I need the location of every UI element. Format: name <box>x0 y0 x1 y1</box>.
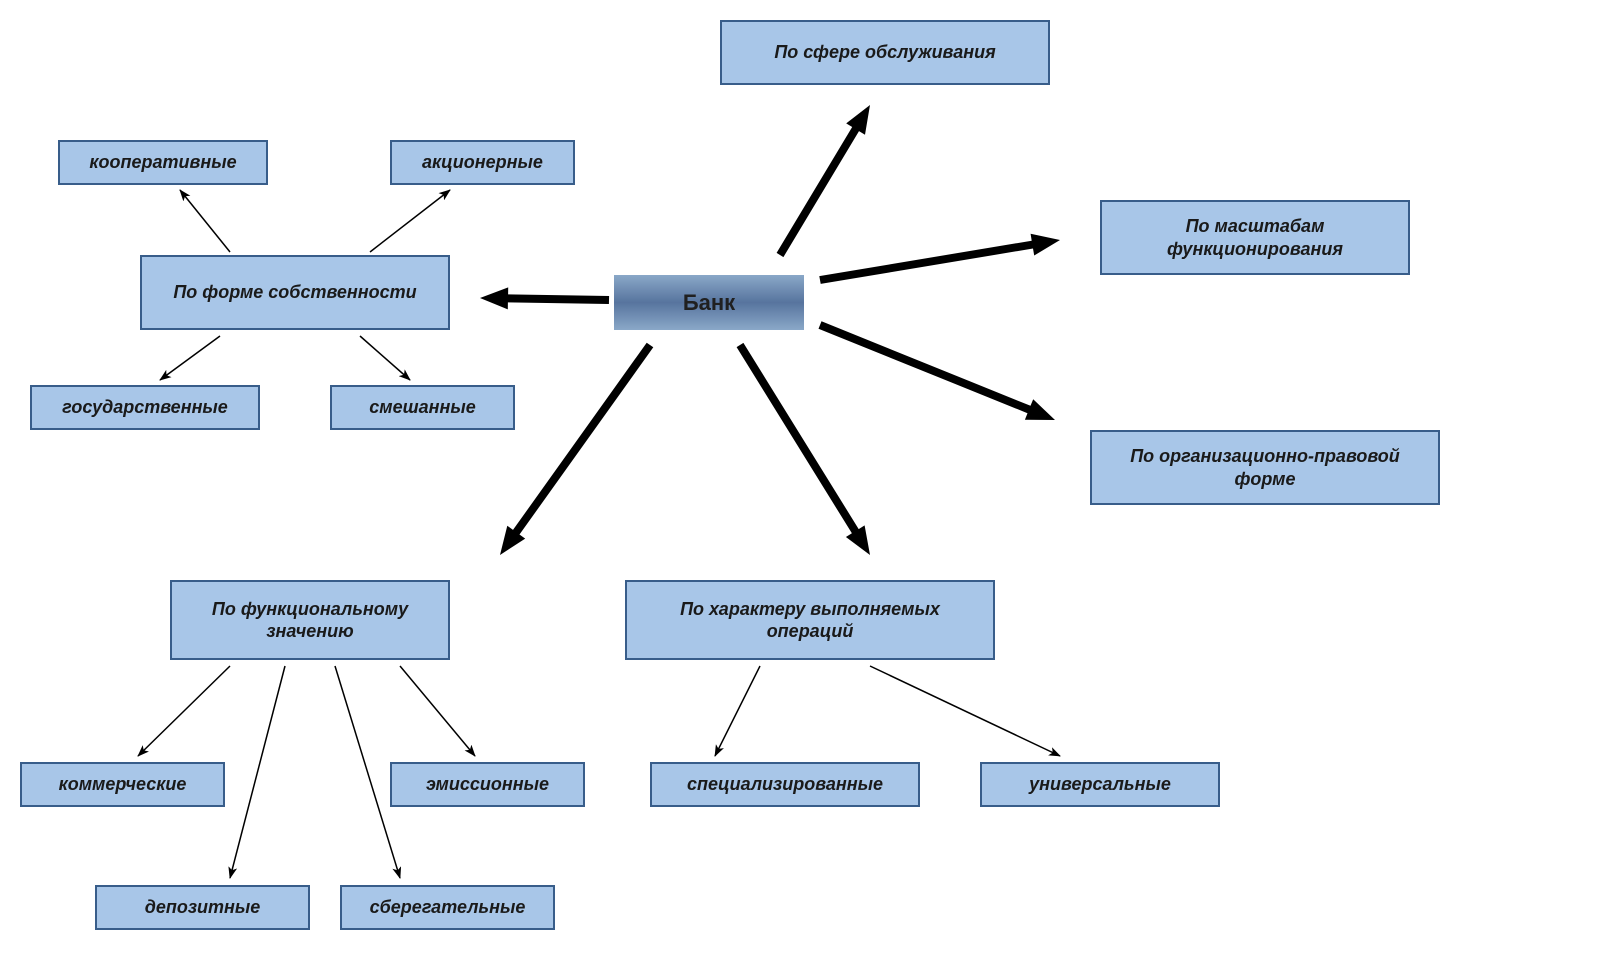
thin-arrow <box>180 190 230 252</box>
thin-arrow <box>400 666 475 756</box>
thick-arrow <box>819 234 1060 284</box>
node-emission: эмиссионные <box>390 762 585 807</box>
node-operations: По характеру выполняемых операций <box>625 580 995 660</box>
node-cooperative: кооперативные <box>58 140 268 185</box>
thick-arrow <box>480 287 609 309</box>
thin-arrow <box>370 190 450 252</box>
node-universal: универсальные <box>980 762 1220 807</box>
node-scale: По масштабам функционирования <box>1100 200 1410 275</box>
node-state: государственные <box>30 385 260 430</box>
thin-arrow <box>715 666 760 756</box>
thin-arrow <box>138 666 230 756</box>
thick-arrow <box>500 343 653 555</box>
node-ownership: По форме собственности <box>140 255 450 330</box>
node-joint_stock: акционерные <box>390 140 575 185</box>
thin-arrow <box>360 336 410 380</box>
node-commercial: коммерческие <box>20 762 225 807</box>
thin-arrow <box>870 666 1060 756</box>
thin-arrow <box>160 336 220 380</box>
node-savings: сберегательные <box>340 885 555 930</box>
node-specialized: специализированные <box>650 762 920 807</box>
node-deposit: депозитные <box>95 885 310 930</box>
node-legal_form: По организационно-правовой форме <box>1090 430 1440 505</box>
node-service_sphere: По сфере обслуживания <box>720 20 1050 85</box>
thick-arrow <box>777 105 870 257</box>
thick-arrow <box>819 321 1056 420</box>
node-mixed: смешанные <box>330 385 515 430</box>
thin-arrow <box>230 666 285 878</box>
thick-arrow <box>737 343 870 555</box>
node-center: Банк <box>614 275 804 330</box>
node-functional: По функциональному значению <box>170 580 450 660</box>
